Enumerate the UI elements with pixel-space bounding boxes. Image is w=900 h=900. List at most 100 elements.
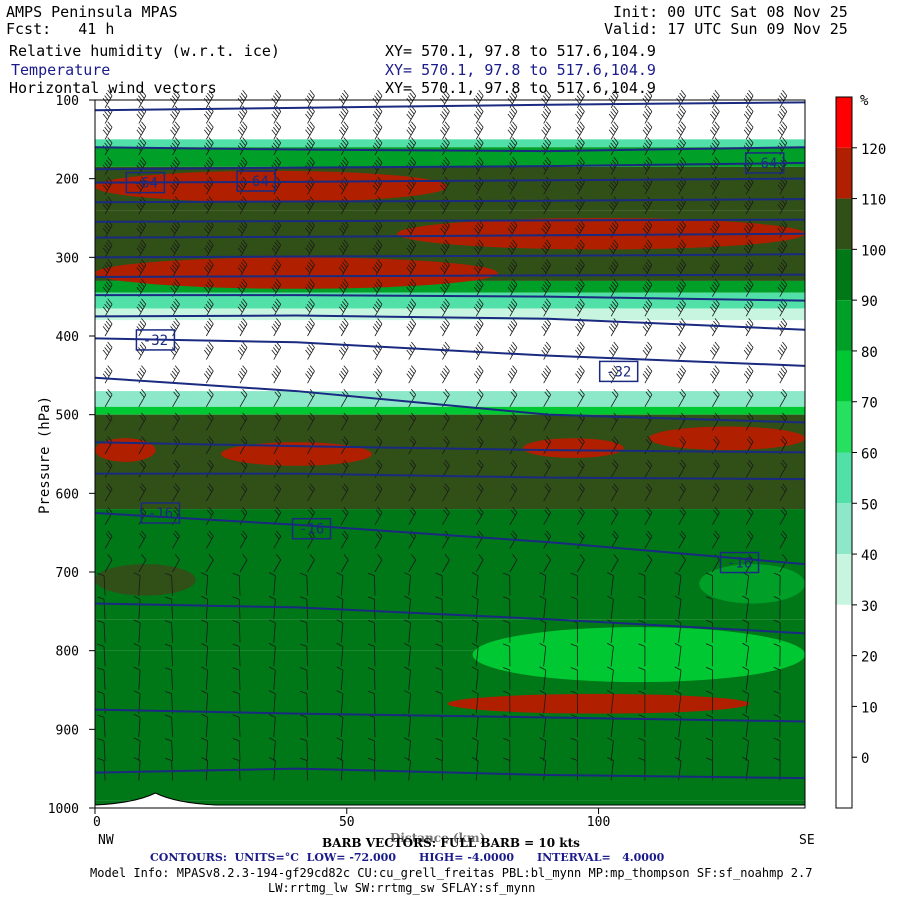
barb-flag (272, 323, 278, 330)
barb-flag (342, 261, 348, 268)
barb-flag (276, 483, 282, 490)
barb-shaft (779, 284, 788, 297)
barb-flag (478, 483, 484, 490)
wind-barb (133, 572, 141, 596)
barb-shaft (171, 717, 173, 738)
barb-flag (476, 301, 482, 308)
x-tick-label: 50 (339, 815, 355, 830)
barb-shaft (408, 418, 417, 431)
barb-flag (611, 222, 617, 229)
barb-shaft (374, 394, 383, 407)
barb-flag (240, 159, 246, 166)
barb-flag (271, 373, 277, 380)
model-name: AMPS Peninsula MPAS (6, 3, 178, 21)
barb-flag (240, 438, 246, 445)
barb-flag (309, 554, 315, 561)
model-info-2: LW:rrtmg_lw SW:rrtmg_sw SFLAY:sf_mynn (268, 881, 536, 895)
barb-flag (107, 554, 113, 561)
barb-shaft (340, 670, 344, 691)
barb-flag (239, 370, 245, 377)
barb-shaft (509, 536, 518, 549)
barb-flag (745, 225, 751, 232)
barb-flag (411, 365, 417, 372)
wind-barb (374, 483, 383, 502)
barb-flag (308, 124, 314, 131)
barb-flag (242, 459, 248, 466)
barb-shaft (273, 264, 282, 278)
barb-flag (104, 303, 110, 310)
barb-flag (539, 572, 546, 577)
wind-barb (539, 595, 547, 620)
barb-shaft (543, 418, 552, 431)
barb-flag (306, 284, 312, 291)
barb-shaft (307, 304, 315, 317)
barb-flag (170, 373, 176, 380)
wind-barb (271, 341, 282, 360)
barb-flag (473, 306, 479, 313)
barb-shaft (138, 536, 147, 549)
barb-flag (237, 98, 243, 104)
barb-shaft (239, 127, 248, 140)
contour-label-box (598, 360, 639, 383)
barb-flag (638, 737, 646, 742)
wind-barb (237, 341, 248, 360)
barb-flag (272, 370, 278, 377)
barb-flag (576, 303, 582, 310)
barb-flag (512, 436, 518, 443)
barb-shaft (745, 225, 754, 238)
barb-flag (406, 227, 412, 234)
wind-barb (442, 412, 450, 431)
barb-flag (133, 757, 141, 761)
barb-flag (305, 204, 311, 211)
wind-barb (102, 318, 113, 337)
barb-flag (107, 298, 113, 305)
barb-flag (578, 533, 584, 540)
barb-flag (510, 344, 516, 351)
barb-flag (503, 757, 510, 761)
barb-flag (97, 596, 105, 600)
barb-flag (748, 121, 754, 128)
wind-barb (102, 239, 113, 258)
barb-flag (444, 90, 450, 96)
wind-barb (136, 259, 147, 278)
barb-flag (105, 92, 111, 99)
xlabel-overlap: Distance (km) (390, 831, 486, 845)
wind-barb (305, 278, 315, 297)
wind-barb (610, 459, 619, 478)
wind-barb (203, 90, 214, 109)
barb-flag (409, 438, 415, 445)
barb-flag (441, 225, 447, 232)
barb-flag (745, 181, 751, 188)
barb-flag (342, 281, 348, 288)
barb-flag (476, 438, 482, 445)
barb-shaft (408, 127, 417, 140)
barb-flag (644, 370, 650, 377)
barb-shaft (509, 559, 518, 573)
barb-flag (409, 509, 415, 516)
wind-barb (170, 298, 180, 317)
barb-flag (541, 184, 547, 191)
barb-shaft (610, 488, 619, 502)
barb-flag (404, 595, 411, 600)
barb-flag (610, 201, 616, 208)
barb-flag (271, 349, 277, 356)
barb-flag (164, 691, 172, 694)
barb-flag (674, 737, 682, 742)
barb-flag (138, 126, 144, 133)
wind-barb (102, 121, 113, 140)
barb-shaft (171, 740, 173, 761)
barb-shaft (712, 512, 720, 525)
barb-flag (607, 572, 614, 577)
barb-flag (309, 121, 315, 128)
barb-flag (711, 244, 717, 251)
barb-shaft (273, 323, 282, 337)
barb-shaft (138, 599, 141, 620)
barb-flag (139, 462, 145, 469)
barb-flag (367, 738, 375, 742)
barb-shaft (610, 304, 619, 317)
barb-flag (476, 261, 482, 268)
barb-flag (411, 436, 417, 443)
wind-barb (773, 690, 781, 714)
barb-flag (239, 225, 245, 232)
barb-flag (102, 113, 108, 120)
